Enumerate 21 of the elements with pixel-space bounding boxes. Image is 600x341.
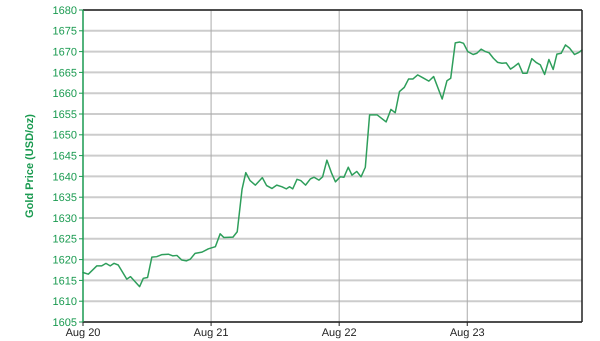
- y-tick-label: 1675: [52, 26, 77, 38]
- y-axis-title: Gold Price (USD/oz): [24, 114, 36, 218]
- y-tick-label: 1645: [52, 150, 77, 162]
- y-tick-label: 1680: [52, 4, 77, 17]
- y-tick-label: 1665: [52, 67, 77, 80]
- y-tick-label: 1615: [52, 275, 77, 288]
- y-tick-label: 1605: [52, 316, 77, 329]
- x-tick-label: Aug 20: [66, 327, 100, 339]
- y-tick-label: 1610: [52, 296, 77, 308]
- x-tick-label: Aug 22: [322, 327, 357, 339]
- y-tick-label: 1655: [52, 108, 77, 121]
- y-tick-label: 1630: [52, 212, 77, 225]
- x-tick-label: Aug 23: [450, 327, 485, 339]
- y-tick-label: 1660: [52, 88, 77, 100]
- y-tick-label: 1625: [52, 234, 77, 246]
- y-tick-label: 1650: [52, 130, 77, 142]
- y-tick-label: 1670: [52, 46, 77, 58]
- y-tick-label: 1640: [52, 171, 77, 184]
- y-tick-label: 1620: [52, 254, 77, 266]
- x-tick-label: Aug 21: [194, 327, 229, 339]
- y-tick-label: 1635: [52, 192, 77, 204]
